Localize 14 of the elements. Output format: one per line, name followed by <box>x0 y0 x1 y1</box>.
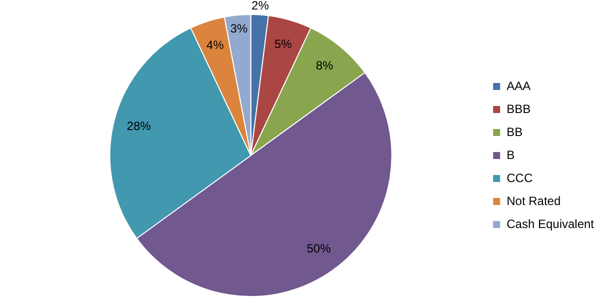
legend-label: B <box>506 148 515 162</box>
data-label: 2% <box>252 0 270 13</box>
legend-label: Not Rated <box>506 194 561 208</box>
data-label: 50% <box>306 241 332 256</box>
data-label: 3% <box>230 21 248 36</box>
legend-label: BB <box>506 124 523 139</box>
legend-label: AAA <box>506 78 531 93</box>
legend-label: BBB <box>506 102 531 116</box>
data-label: 8% <box>316 58 334 73</box>
legend-label: Cash Equivalent <box>506 216 595 231</box>
data-label: 5% <box>274 36 292 51</box>
data-label: 4% <box>206 38 224 52</box>
legend-label: CCC <box>506 170 533 185</box>
data-label: 28% <box>126 119 152 134</box>
